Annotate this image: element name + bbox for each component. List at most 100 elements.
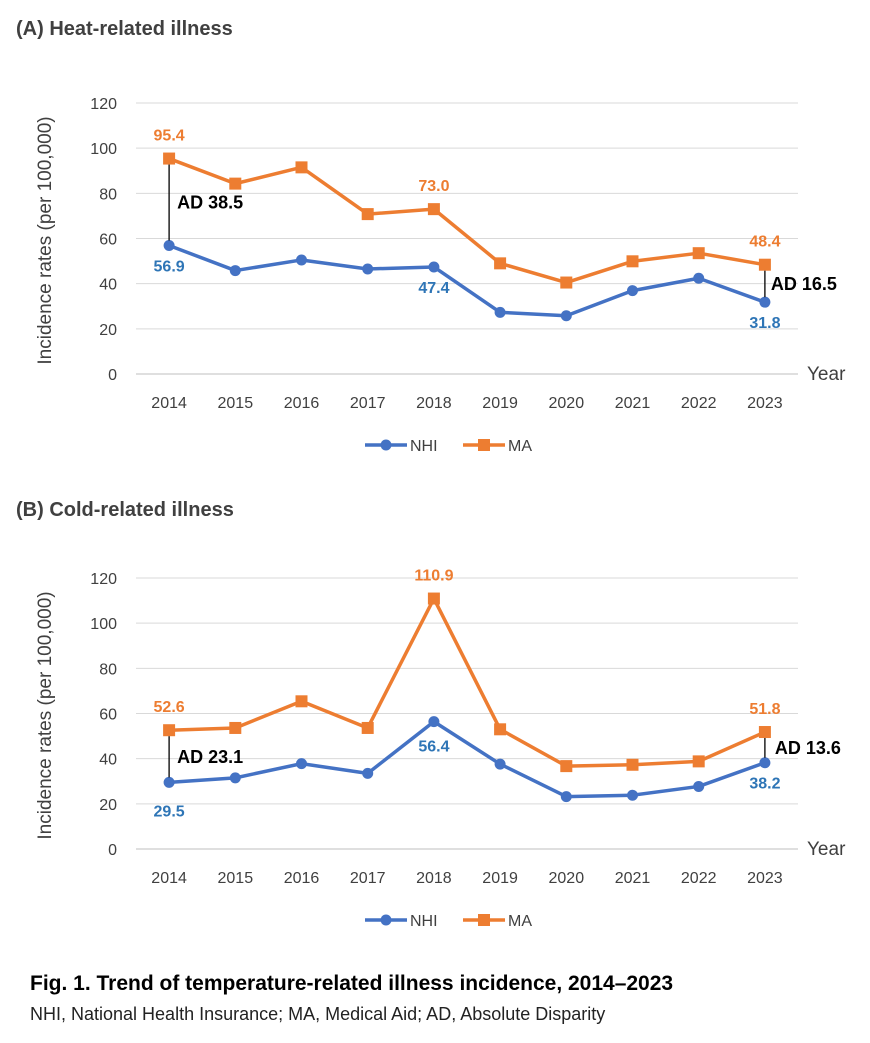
data-point-ma — [494, 257, 507, 270]
legend-label-ma: MA — [508, 438, 532, 455]
data-point-ma — [626, 255, 639, 268]
x-tick-label: 2017 — [350, 870, 386, 887]
data-point-ma — [229, 177, 242, 190]
data-label: 31.8 — [749, 315, 780, 332]
panel-b-title: (B) Cold-related illness — [16, 499, 234, 521]
data-point-ma — [758, 258, 771, 271]
y-tick-label: 20 — [99, 797, 117, 814]
data-point-ma — [692, 755, 705, 768]
disparity-label: AD 16.5 — [771, 274, 837, 294]
y-tick-label: 80 — [99, 186, 117, 203]
data-point-ma — [295, 161, 308, 174]
disparity-label: AD 38.5 — [177, 193, 243, 213]
data-point-nhi — [296, 758, 307, 770]
x-tick-label: 2018 — [416, 870, 452, 887]
x-tick-label: 2015 — [218, 395, 254, 412]
data-point-nhi — [560, 310, 572, 322]
x-tick-label: 2016 — [284, 395, 320, 412]
cold-illness-chart: 0 20 40 60 80 100 120 2014 2015 2016 2017 2018 2019 2… — [35, 568, 846, 930]
figure-note: NHI, National Health Insurance; MA, Medi… — [30, 1004, 606, 1024]
data-point-nhi — [627, 285, 638, 297]
x-tick-label: 2020 — [549, 395, 585, 412]
disparity-label: AD 13.6 — [775, 738, 841, 758]
data-point-ma — [361, 208, 374, 221]
data-point-nhi — [428, 261, 440, 273]
y-tick-label: 20 — [99, 322, 117, 339]
data-point-nhi — [362, 767, 374, 779]
data-point-nhi — [693, 272, 705, 284]
data-point-nhi — [163, 776, 175, 788]
data-label: 29.5 — [154, 803, 185, 820]
data-label: 110.9 — [414, 568, 453, 585]
x-tick-label: 2016 — [284, 870, 320, 887]
series-line-nhi — [168, 719, 766, 799]
x-tick-label: 2021 — [615, 395, 651, 412]
data-point-nhi — [759, 757, 771, 769]
y-tick-label: 100 — [90, 616, 117, 633]
legend-marker-nhi — [380, 914, 392, 926]
y-axis-label: Incidence rates (per 100,000) — [35, 116, 56, 364]
x-tick-label: 2014 — [151, 395, 187, 412]
y-tick-label: 60 — [99, 232, 117, 249]
series-line-ma — [168, 156, 766, 285]
figure-caption: Fig. 1. Trend of temperature-related ill… — [30, 972, 674, 995]
disparity-label: AD 23.1 — [177, 747, 243, 767]
data-point-nhi — [627, 789, 638, 801]
data-point-ma — [163, 724, 176, 737]
legend-label-nhi: NHI — [410, 913, 438, 930]
data-point-nhi — [229, 265, 241, 277]
data-point-ma — [361, 721, 374, 734]
x-tick-label: 2020 — [549, 870, 585, 887]
x-tick-label: 2015 — [218, 870, 254, 887]
data-point-nhi — [560, 791, 572, 803]
x-tick-label: 2022 — [681, 395, 717, 412]
x-tick-label: 2018 — [416, 395, 452, 412]
data-point-nhi — [362, 263, 374, 275]
y-tick-label: 40 — [99, 277, 117, 294]
data-point-ma — [427, 592, 440, 605]
x-axis-label: Year — [807, 364, 846, 385]
x-tick-label: 2021 — [615, 870, 651, 887]
data-point-nhi — [428, 716, 440, 728]
panel-a-title: (A) Heat-related illness — [16, 18, 233, 40]
data-point-nhi — [296, 254, 307, 266]
data-point-nhi — [759, 296, 771, 308]
x-axis-label: Year — [807, 839, 846, 860]
data-point-ma — [494, 723, 507, 736]
data-label: 51.8 — [749, 701, 780, 718]
y-tick-label: 0 — [108, 842, 117, 859]
y-tick-label: 80 — [99, 661, 117, 678]
data-label: 52.6 — [154, 699, 185, 716]
data-point-ma — [560, 276, 573, 289]
data-label: 48.4 — [749, 234, 780, 251]
x-tick-label: 2019 — [482, 395, 518, 412]
data-label: 56.9 — [154, 259, 185, 276]
legend-marker-nhi — [380, 439, 392, 451]
x-tick-label: 2023 — [747, 870, 783, 887]
data-point-ma — [163, 152, 176, 165]
y-tick-label: 0 — [108, 367, 117, 384]
y-tick-label: 120 — [90, 571, 117, 588]
y-tick-label: 120 — [90, 96, 117, 113]
legend-marker-ma — [478, 439, 490, 451]
data-label: 47.4 — [418, 280, 449, 297]
series-line-ma — [169, 596, 766, 768]
x-tick-label: 2014 — [151, 870, 187, 887]
legend-label-nhi: NHI — [410, 438, 438, 455]
y-tick-label: 40 — [99, 752, 117, 769]
x-tick-label: 2019 — [482, 870, 518, 887]
y-tick-label: 60 — [99, 707, 117, 724]
series-line-nhi — [168, 243, 766, 318]
data-label: 73.0 — [418, 178, 449, 195]
data-point-nhi — [693, 780, 705, 792]
y-axis-label: Incidence rates (per 100,000) — [35, 591, 56, 839]
x-tick-label: 2017 — [350, 395, 386, 412]
data-point-ma — [295, 695, 308, 708]
data-label: 38.2 — [749, 776, 780, 793]
data-point-ma — [229, 721, 242, 734]
data-point-nhi — [163, 240, 175, 252]
data-point-ma — [427, 203, 440, 216]
data-point-nhi — [229, 772, 241, 784]
x-tick-label: 2023 — [747, 395, 783, 412]
heat-illness-chart: 0 20 40 60 80 100 120 2014 2015 2016 2017 2018 2019 2… — [35, 96, 846, 455]
